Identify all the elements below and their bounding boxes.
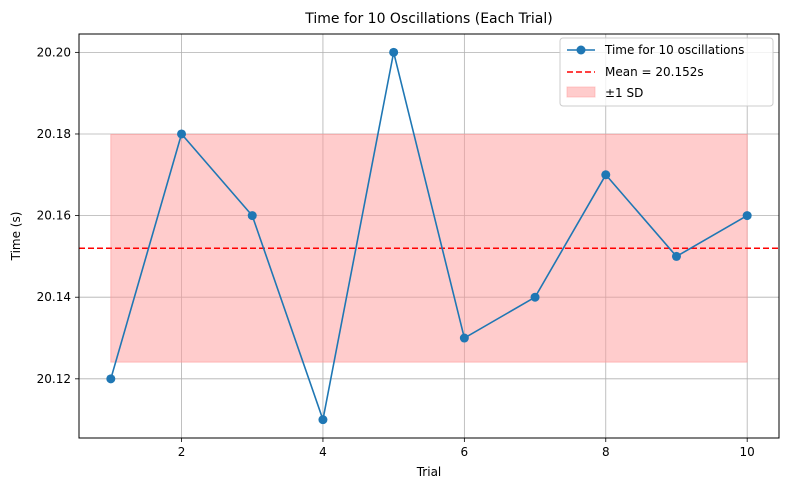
legend-series-marker bbox=[576, 45, 586, 55]
legend-box bbox=[559, 37, 774, 107]
x-axis-ticks: 2 4 6 8 10 bbox=[178, 438, 755, 459]
data-point bbox=[459, 333, 469, 343]
data-point bbox=[106, 374, 116, 384]
data-point bbox=[601, 170, 611, 180]
data-point bbox=[530, 292, 540, 302]
data-point bbox=[389, 47, 399, 57]
legend-series-label: Time for 10 oscillations bbox=[604, 43, 744, 57]
data-point bbox=[177, 129, 187, 139]
chart-title: Time for 10 Oscillations (Each Trial) bbox=[304, 11, 552, 27]
data-point bbox=[247, 211, 257, 221]
y-tick-label: 20.16 bbox=[37, 209, 71, 223]
y-tick-label: 20.12 bbox=[37, 372, 71, 386]
legend-sd-swatch bbox=[566, 86, 596, 98]
data-point bbox=[671, 251, 681, 261]
series-layer bbox=[106, 47, 752, 425]
legend-sd-label: ±1 SD bbox=[605, 86, 643, 100]
y-tick-label: 20.14 bbox=[37, 290, 71, 304]
y-tick-label: 20.20 bbox=[37, 45, 71, 59]
y-tick-label: 20.18 bbox=[37, 127, 71, 141]
x-tick-label: 4 bbox=[319, 445, 327, 459]
x-tick-label: 8 bbox=[602, 445, 610, 459]
y-axis-ticks: 20.12 20.14 20.16 20.18 20.20 bbox=[37, 45, 79, 386]
series-line bbox=[110, 52, 748, 423]
legend: Time for 10 oscillations Mean = 20.152s … bbox=[559, 37, 774, 107]
x-axis-label: Trial bbox=[416, 465, 442, 479]
x-tick-label: 2 bbox=[178, 445, 186, 459]
data-point bbox=[318, 415, 328, 425]
x-tick-label: 6 bbox=[461, 445, 469, 459]
y-axis-label: Time (s) bbox=[9, 212, 23, 262]
legend-mean-label: Mean = 20.152s bbox=[605, 65, 704, 79]
plot-frame bbox=[78, 33, 780, 439]
data-point bbox=[742, 211, 752, 221]
x-tick-label: 10 bbox=[740, 445, 755, 459]
